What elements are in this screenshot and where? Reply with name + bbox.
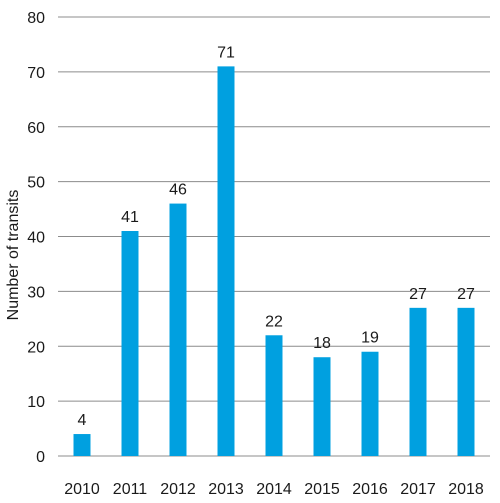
- bars: [73, 66, 475, 456]
- y-tick-label: 80: [27, 10, 45, 27]
- x-tick-label: 2016: [352, 481, 388, 498]
- bar: [169, 203, 187, 456]
- y-tick-label: 60: [27, 120, 45, 137]
- bar: [121, 231, 139, 456]
- data-label: 41: [121, 209, 139, 226]
- bar: [217, 66, 235, 456]
- x-tick-label: 2010: [64, 481, 100, 498]
- data-label: 27: [457, 286, 475, 303]
- data-label: 27: [409, 286, 427, 303]
- x-tick-label: 2012: [160, 481, 196, 498]
- x-axis-ticks: 2010 2011 2012 2013 2014 2015 2016 2017 2018: [64, 481, 484, 498]
- x-tick-label: 2017: [400, 481, 436, 498]
- y-tick-label: 70: [27, 65, 45, 82]
- y-axis-title: Number of transits: [5, 190, 22, 321]
- x-tick-label: 2014: [256, 481, 292, 498]
- y-tick-label: 30: [27, 284, 45, 301]
- y-tick-label: 20: [27, 339, 45, 356]
- bar: [265, 335, 283, 456]
- data-label: 4: [78, 412, 87, 429]
- y-tick-label: 10: [27, 394, 45, 411]
- y-tick-label: 50: [27, 175, 45, 192]
- x-tick-label: 2013: [208, 481, 244, 498]
- data-label: 19: [361, 330, 379, 347]
- y-tick-label: 0: [36, 449, 45, 466]
- x-tick-label: 2015: [304, 481, 340, 498]
- data-label: 71: [217, 44, 235, 61]
- data-label: 22: [265, 313, 283, 330]
- bar: [361, 351, 379, 456]
- bar: [409, 307, 427, 456]
- x-tick-label: 2011: [113, 481, 148, 498]
- data-labels: 4 41 46 71 22 18 19 27 27: [78, 44, 475, 429]
- bar: [313, 357, 331, 456]
- y-tick-label: 40: [27, 230, 45, 247]
- data-label: 46: [169, 182, 187, 199]
- data-label: 18: [313, 335, 331, 352]
- y-axis-ticks: 0 10 20 30 40 50 60 70 80: [27, 10, 45, 466]
- bar: [73, 434, 91, 456]
- x-tick-label: 2018: [448, 481, 484, 498]
- bar: [457, 307, 475, 456]
